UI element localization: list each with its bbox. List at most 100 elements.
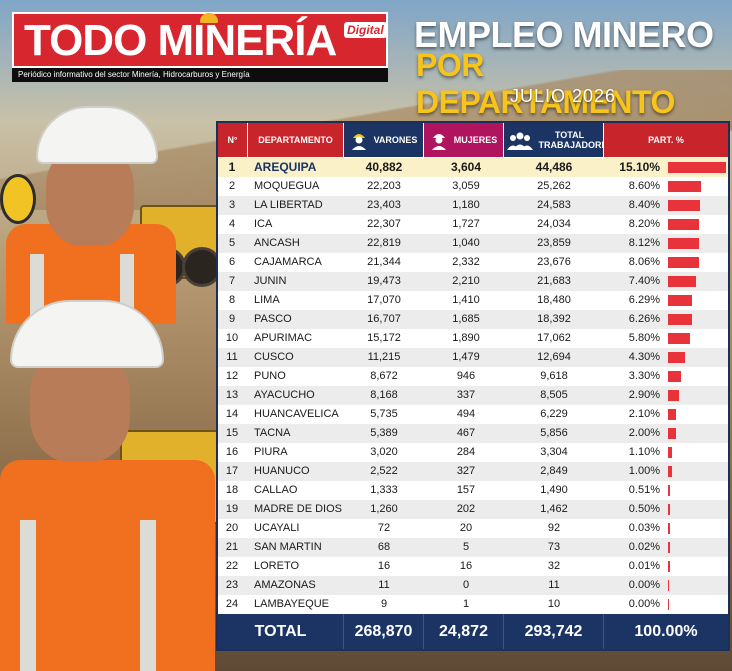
headline-line-1: EMPLEO MINERO [414,14,714,55]
participation-bar [668,485,670,496]
female-worker-image [0,300,215,671]
men-count: 68 [377,541,391,553]
department-name: HUANUCO [254,465,310,477]
department-name: PIURA [254,446,288,458]
table-row: 24 LAMBAYEQUE 9 1 10 0.00% [218,595,728,614]
women-count: 1,479 [452,351,480,363]
row-number: 22 [225,560,239,572]
header-women: MUJERES [424,123,504,157]
table-row: 11 CUSCO 11,215 1,479 12,694 4.30% [218,348,728,367]
participation-percent: 0.00% [628,579,660,591]
men-count: 5,735 [370,408,398,420]
total-participation: 100.00% [634,623,698,640]
department-name: MOQUEGUA [254,180,320,192]
participation-bar [668,447,673,458]
total-workers: 293,742 [504,614,604,649]
men-count: 8,672 [370,370,398,382]
men-count: 22,203 [367,180,401,192]
total-men: 268,870 [344,614,424,649]
table-totals-row: TOTAL 268,870 24,872 293,742 100.00% [218,614,728,649]
row-number: 1 [228,160,236,174]
men-count: 40,882 [365,160,403,174]
department-name: APURIMAC [254,332,313,344]
department-name: ICA [254,218,273,230]
table-row: 13 AYACUCHO 8,168 337 8,505 2.90% [218,386,728,405]
men-count: 11 [378,579,390,591]
women-count: 1,410 [452,294,480,306]
table-row: 10 APURIMAC 15,172 1,890 17,062 5.80% [218,329,728,348]
total-label: TOTAL [218,614,344,649]
women-count: 1,890 [452,332,480,344]
participation-bar [668,542,670,553]
total-count: 24,034 [537,218,571,230]
participation-bar [668,333,691,344]
participation-bar [668,504,670,515]
participation-percent: 0.51% [628,484,660,496]
women-count: 1,727 [452,218,480,230]
row-number: 10 [225,332,239,344]
participation-percent: 8.40% [628,199,660,211]
table-row: 1 AREQUIPA 40,882 3,604 44,486 15.10% [218,158,728,177]
total-count: 18,392 [537,313,571,325]
row-number: 16 [225,446,239,458]
men-count: 1,260 [370,503,398,515]
participation-percent: 0.02% [628,541,660,553]
men-count: 16 [377,560,391,572]
header-men: VARONES [344,123,424,157]
header-participation: PART. % [604,123,728,157]
total-women: 24,872 [424,614,504,649]
row-number: 14 [225,408,239,420]
row-number: 11 [226,351,238,363]
participation-percent: 8.06% [628,256,660,268]
table-row: 3 LA LIBERTAD 23,403 1,180 24,583 8.40% [218,196,728,215]
table-row: 22 LORETO 16 16 32 0.01% [218,557,728,576]
table-row: 4 ICA 22,307 1,727 24,034 8.20% [218,215,728,234]
participation-percent: 0.00% [628,598,660,610]
total-count: 23,859 [537,237,571,249]
row-number: 5 [228,237,236,249]
table-row: 15 TACNA 5,389 467 5,856 2.00% [218,424,728,443]
participation-bar [668,162,726,173]
participation-percent: 4.30% [628,351,660,363]
participation-bar [668,276,697,287]
participation-percent: 0.03% [628,522,660,534]
men-count: 3,020 [370,446,398,458]
participation-percent: 8.20% [628,218,660,230]
table-row: 18 CALLAO 1,333 157 1,490 0.51% [218,481,728,500]
table-row: 19 MADRE DE DIOS 1,260 202 1,462 0.50% [218,500,728,519]
men-count: 22,307 [367,218,401,230]
row-number: 7 [228,275,236,287]
women-count: 284 [456,446,476,458]
department-name: JUNIN [254,275,287,287]
women-count: 494 [456,408,476,420]
male-worker-image [0,104,180,324]
total-count: 25,262 [537,180,571,192]
row-number: 6 [228,256,236,268]
participation-percent: 2.00% [628,427,660,439]
total-count: 8,505 [540,389,568,401]
headline-date: JULIO 2026 [510,86,617,106]
header-total: TOTAL TRABAJADORES [504,123,614,157]
total-count: 24,583 [537,199,571,211]
total-count: 12,694 [537,351,571,363]
table-row: 8 LIMA 17,070 1,410 18,480 6.29% [218,291,728,310]
women-count: 337 [456,389,476,401]
row-number: 21 [225,541,239,553]
row-number: 17 [225,465,239,477]
women-count: 3,059 [452,180,480,192]
department-name: HUANCAVELICA [254,408,339,420]
women-count: 5 [462,541,470,553]
helmet-icon [200,13,218,23]
participation-percent: 6.29% [628,294,660,306]
participation-percent: 8.60% [628,180,660,192]
participation-bar [668,238,700,249]
department-name: LIMA [254,294,280,306]
brand-logo: TODO MINERÍA Digital Periódico informati… [12,12,388,82]
participation-bar [668,561,670,572]
total-count: 10 [547,598,561,610]
women-count: 157 [456,484,476,496]
total-count: 18,480 [537,294,571,306]
women-count: 1,040 [452,237,480,249]
row-number: 4 [228,218,236,230]
total-count: 3,304 [540,446,568,458]
